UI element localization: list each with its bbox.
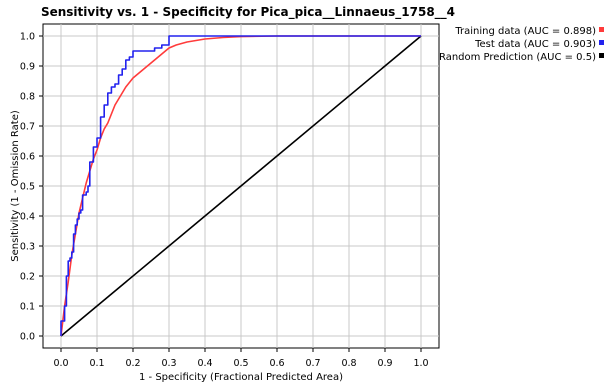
y-tick-label: 0.1	[20, 302, 35, 313]
legend: Training data (AUC = 0.898) Test data (AU…	[439, 26, 604, 63]
x-axis-label: 1 - Specificity (Fractional Predicted Ar…	[139, 372, 343, 383]
x-tick-label: 0.3	[161, 358, 176, 369]
y-tick-label: 0.4	[20, 212, 35, 223]
x-tick-label: 0.6	[269, 358, 284, 369]
legend-label: Random Prediction (AUC = 0.5)	[439, 52, 596, 63]
series-layer	[60, 35, 422, 337]
x-tick-label: 0.4	[197, 358, 212, 369]
x-tick-label: 0.7	[305, 358, 320, 369]
legend-swatch	[599, 40, 604, 45]
legend-label: Training data (AUC = 0.898)	[454, 26, 596, 37]
x-tick-label: 0.1	[89, 358, 104, 369]
x-axis: 0.0 0.1 0.2 0.3 0.4 0.5 0.6 0.7 0.8 0.9 1.0	[53, 348, 429, 369]
random-prediction-line	[60, 35, 422, 337]
x-tick-label: 0.2	[125, 358, 140, 369]
y-tick-label: 0.5	[20, 182, 35, 193]
y-tick-label: 0.2	[20, 272, 35, 283]
x-tick-label: 0.0	[53, 358, 68, 369]
y-axis-label: Sensitivity (1 - Omission Rate)	[10, 110, 21, 262]
x-tick-label: 0.5	[233, 358, 248, 369]
y-axis: 0.0 0.1 0.2 0.3 0.4 0.5 0.6 0.7 0.8 0.9 1.0	[20, 32, 43, 343]
y-tick-label: 0.6	[20, 152, 35, 163]
y-tick-label: 0.7	[20, 122, 35, 133]
y-tick-label: 0.3	[20, 242, 35, 253]
x-tick-label: 0.9	[377, 358, 392, 369]
y-tick-label: 0.9	[20, 62, 35, 73]
y-tick-label: 1.0	[20, 32, 35, 43]
grid	[43, 24, 439, 348]
x-tick-label: 1.0	[413, 358, 428, 369]
legend-label: Test data (AUC = 0.903)	[474, 39, 596, 50]
chart-title: Sensitivity vs. 1 - Specificity for Pica…	[41, 5, 455, 20]
x-tick-label: 0.8	[341, 358, 356, 369]
legend-swatch	[599, 27, 604, 32]
y-tick-label: 0.0	[20, 332, 35, 343]
y-tick-label: 0.8	[20, 92, 35, 103]
legend-swatch	[599, 53, 604, 58]
test-curve	[60, 35, 421, 336]
